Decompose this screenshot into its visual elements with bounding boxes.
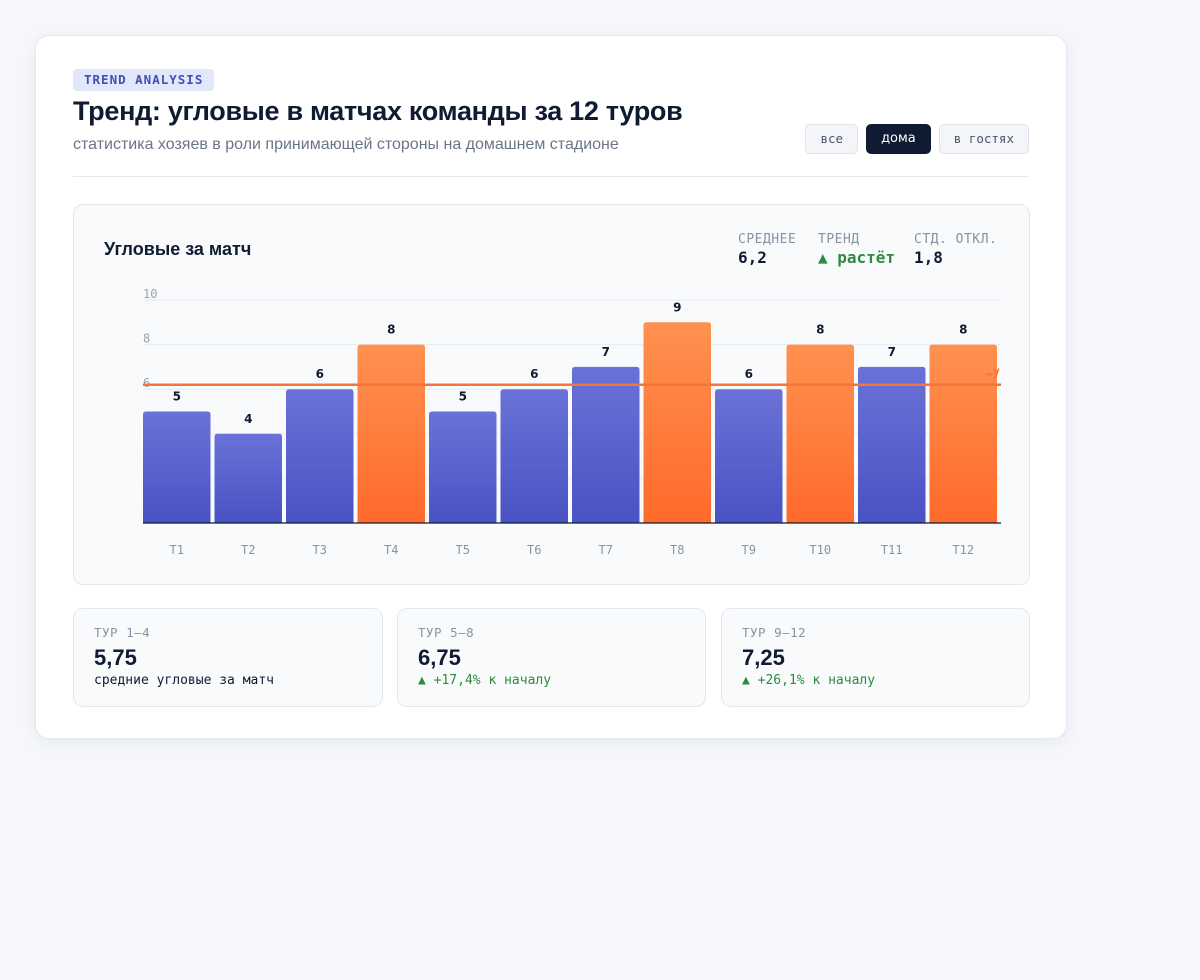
bar bbox=[572, 366, 640, 523]
summary-note: ▲ +26,1% к началу bbox=[742, 673, 876, 688]
mean-line-label: …у bbox=[986, 365, 1000, 379]
filter-all-button[interactable]: все bbox=[805, 124, 859, 154]
data-label: 7 bbox=[888, 345, 896, 359]
summary-label: ТУР 5–8 bbox=[418, 625, 475, 640]
venue-filter: все дома в гостях bbox=[805, 124, 1029, 154]
data-label: 7 bbox=[602, 345, 610, 359]
bar bbox=[500, 389, 568, 523]
section-tag: TREND ANALYSIS bbox=[73, 69, 215, 91]
stat-mean-value: 6,2 bbox=[738, 248, 767, 267]
summary-card-rounds-9-12: ТУР 9–12 7,25 ▲ +26,1% к началу bbox=[721, 608, 1030, 707]
x-tick-label: Т7 bbox=[599, 543, 613, 557]
stat-mean: СРЕДНЕЕ 6,2 bbox=[738, 232, 796, 267]
data-label: 6 bbox=[530, 367, 538, 381]
stat-trend: ТРЕНД ▲ растёт bbox=[818, 232, 895, 267]
data-label: 8 bbox=[816, 323, 824, 337]
bar bbox=[143, 411, 211, 523]
x-tick-label: Т3 bbox=[313, 543, 327, 557]
bar bbox=[357, 344, 425, 523]
bar bbox=[786, 344, 854, 523]
summary-note: средние угловые за матч bbox=[94, 673, 275, 688]
summary-value: 7,25 bbox=[742, 645, 785, 670]
stat-trend-value: ▲ растёт bbox=[818, 248, 896, 267]
x-tick-label: Т6 bbox=[527, 543, 541, 557]
stat-mean-label: СРЕДНЕЕ bbox=[738, 232, 797, 247]
bar bbox=[715, 389, 783, 523]
x-tick-label: Т2 bbox=[241, 543, 255, 557]
bar bbox=[286, 389, 354, 523]
stat-std-value: 1,8 bbox=[914, 248, 943, 267]
chart-panel: Угловые за матч СРЕДНЕЕ 6,2 ТРЕНД ▲ раст… bbox=[73, 204, 1030, 585]
summary-note: ▲ +17,4% к началу bbox=[418, 673, 552, 688]
summary-card-rounds-5-8: ТУР 5–8 6,75 ▲ +17,4% к началу bbox=[397, 608, 706, 707]
corners-bar-chart: 068105Т14Т26Т38Т45Т56Т67Т79Т86Т98Т107Т11… bbox=[143, 287, 1001, 557]
data-label: 6 bbox=[316, 367, 324, 381]
bar bbox=[929, 344, 997, 523]
bar bbox=[429, 411, 497, 523]
filter-away-button[interactable]: в гостях bbox=[938, 124, 1029, 154]
summary-label: ТУР 9–12 bbox=[742, 625, 807, 640]
x-tick-label: Т5 bbox=[456, 543, 470, 557]
data-label: 4 bbox=[244, 412, 252, 426]
bar bbox=[214, 433, 282, 523]
bar bbox=[643, 322, 711, 523]
x-tick-label: Т12 bbox=[952, 543, 974, 557]
x-tick-label: Т8 bbox=[670, 543, 684, 557]
x-tick-label: Т4 bbox=[384, 543, 398, 557]
filter-home-button[interactable]: дома bbox=[866, 124, 931, 154]
y-tick-label: 8 bbox=[143, 332, 150, 346]
stat-trend-label: ТРЕНД bbox=[818, 232, 860, 247]
data-label: 8 bbox=[387, 323, 395, 337]
summary-label: ТУР 1–4 bbox=[94, 625, 151, 640]
data-label: 5 bbox=[459, 390, 467, 404]
summary-value: 5,75 bbox=[94, 645, 137, 670]
stat-std-label: СТД. ОТКЛ. bbox=[914, 232, 998, 247]
header-divider bbox=[73, 176, 1029, 177]
trend-card: TREND ANALYSIS Тренд: угловые в матчах к… bbox=[35, 35, 1067, 739]
stat-std: СТД. ОТКЛ. 1,8 bbox=[914, 232, 997, 267]
data-label: 8 bbox=[959, 323, 967, 337]
page-subtitle: статистика хозяев в роли принимающей сто… bbox=[73, 136, 619, 153]
bar bbox=[858, 366, 926, 523]
data-label: 9 bbox=[673, 300, 681, 314]
summary-card-rounds-1-4: ТУР 1–4 5,75 средние угловые за матч bbox=[73, 608, 383, 707]
summary-value: 6,75 bbox=[418, 645, 461, 670]
x-tick-label: Т1 bbox=[170, 543, 184, 557]
y-tick-label: 10 bbox=[143, 287, 157, 301]
x-tick-label: Т9 bbox=[742, 543, 756, 557]
data-label: 5 bbox=[173, 390, 181, 404]
y-tick-label: 6 bbox=[143, 376, 150, 390]
x-tick-label: Т10 bbox=[809, 543, 831, 557]
page-title: Тренд: угловые в матчах команды за 12 ту… bbox=[73, 96, 683, 126]
chart-title: Угловые за матч bbox=[104, 239, 252, 259]
x-tick-label: Т11 bbox=[881, 543, 903, 557]
data-label: 6 bbox=[745, 367, 753, 381]
